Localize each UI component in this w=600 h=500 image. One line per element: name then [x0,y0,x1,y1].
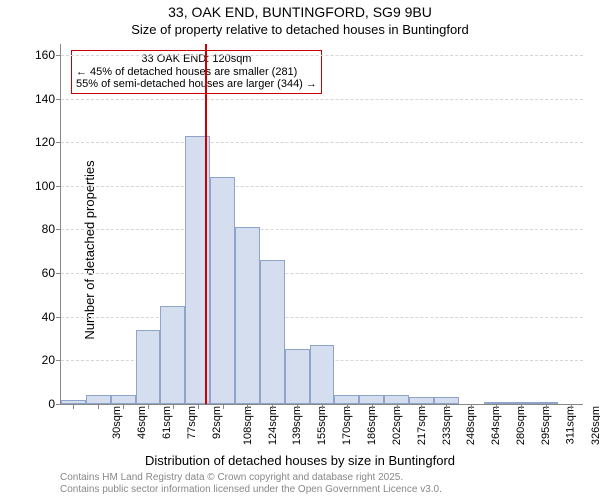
x-tick-mark [521,404,522,409]
x-tick-label: 77sqm [186,406,198,439]
x-tick-mark [223,404,224,409]
x-axis-label: Distribution of detached houses by size … [0,453,600,468]
histogram-bar [260,260,285,404]
x-tick-mark [446,404,447,409]
histogram-bar [210,177,235,404]
histogram-bar [160,306,185,404]
y-tick-label: 160 [35,48,55,62]
grid-line [61,142,583,143]
x-tick-label: 30sqm [111,406,123,439]
y-tick-mark [56,273,61,274]
x-tick-mark [173,404,174,409]
grid-line [61,229,583,230]
histogram-bar [235,227,260,404]
x-tick-label: 264sqm [490,406,502,445]
histogram-bar [334,395,359,404]
x-tick-mark [73,404,74,409]
x-tick-label: 311sqm [564,406,576,444]
x-tick-label: 295sqm [540,406,552,445]
histogram-bar [359,395,384,404]
y-tick-label: 60 [42,266,55,280]
x-tick-label: 202sqm [391,406,403,445]
histogram-bar [136,330,161,404]
x-tick-mark [98,404,99,409]
y-tick-label: 0 [48,397,55,411]
y-tick-mark [56,55,61,56]
annotation-line-2: ← 45% of detached houses are smaller (28… [76,66,317,79]
x-tick-label: 155sqm [316,406,328,445]
x-tick-mark [322,404,323,409]
y-tick-label: 100 [35,179,55,193]
histogram-bar [111,395,136,404]
x-tick-label: 139sqm [292,406,304,445]
x-tick-mark [272,404,273,409]
x-tick-label: 233sqm [441,406,453,445]
y-tick-mark [56,186,61,187]
chart-container: 33, OAK END, BUNTINGFORD, SG9 9BU Size o… [0,0,600,500]
histogram-bar [384,395,409,404]
y-tick-label: 120 [35,135,55,149]
x-tick-label: 46sqm [136,406,148,439]
y-tick-mark [56,229,61,230]
grid-line [61,99,583,100]
y-tick-mark [56,142,61,143]
grid-line [61,186,583,187]
x-tick-label: 217sqm [416,406,428,445]
x-tick-mark [571,404,572,409]
histogram-bar [86,395,111,404]
histogram-bar [310,345,335,404]
y-tick-label: 80 [42,222,55,236]
y-tick-label: 40 [42,310,55,324]
x-tick-mark [546,404,547,409]
x-tick-mark [198,404,199,409]
x-tick-label: 108sqm [242,406,254,445]
footer-line-1: Contains HM Land Registry data © Crown c… [60,472,442,484]
x-tick-label: 326sqm [590,406,600,445]
x-tick-label: 170sqm [341,406,353,445]
x-tick-label: 124sqm [267,406,279,445]
y-tick-label: 140 [35,92,55,106]
footer-attribution: Contains HM Land Registry data © Crown c… [60,472,442,496]
x-tick-label: 61sqm [161,406,173,439]
footer-line-2: Contains public sector information licen… [60,484,442,496]
x-tick-label: 280sqm [515,406,527,445]
y-tick-mark [56,360,61,361]
x-tick-mark [372,404,373,409]
y-tick-mark [56,404,61,405]
y-tick-mark [56,99,61,100]
x-tick-mark [397,404,398,409]
y-tick-mark [56,317,61,318]
x-tick-mark [123,404,124,409]
x-tick-mark [471,404,472,409]
x-tick-mark [247,404,248,409]
x-tick-label: 186sqm [366,406,378,445]
y-tick-label: 20 [42,353,55,367]
title-description: Size of property relative to detached ho… [0,22,600,37]
x-tick-label: 92sqm [211,406,223,439]
reference-line [205,44,207,404]
x-tick-mark [347,404,348,409]
annotation-line-3: 55% of semi-detached houses are larger (… [76,78,317,91]
grid-line [61,55,583,56]
x-tick-mark [148,404,149,409]
histogram-bar [285,349,310,404]
title-address: 33, OAK END, BUNTINGFORD, SG9 9BU [0,4,600,20]
annotation-box: 33 OAK END: 120sqm ← 45% of detached hou… [71,50,322,94]
grid-line [61,273,583,274]
x-tick-label: 248sqm [466,406,478,445]
x-tick-mark [421,404,422,409]
grid-line [61,317,583,318]
x-tick-mark [297,404,298,409]
x-tick-mark [496,404,497,409]
plot-area: 33 OAK END: 120sqm ← 45% of detached hou… [60,44,583,405]
